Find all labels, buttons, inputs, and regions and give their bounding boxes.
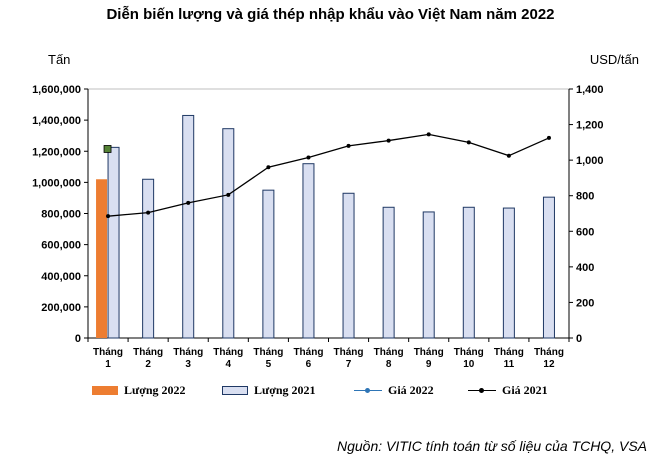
legend-item-gia-2022: Giá 2022 bbox=[354, 383, 434, 398]
legend-swatch-luong-2022 bbox=[92, 386, 118, 395]
line-gia-2021 bbox=[107, 133, 550, 217]
left-axis-tick-label: 1,600,000 bbox=[32, 84, 81, 96]
right-axis-tick-label: 400 bbox=[576, 262, 594, 274]
x-axis-tick-label: 3 bbox=[185, 359, 191, 370]
left-axis-tick-label: 1,400,000 bbox=[32, 115, 81, 127]
right-axis-tick-label: 800 bbox=[576, 191, 594, 203]
chart-title: Diễn biến lượng và giá thép nhập khẩu và… bbox=[106, 6, 555, 23]
x-axis-tick-label: Tháng bbox=[293, 347, 323, 358]
right-axis-tick-label: 600 bbox=[576, 226, 594, 238]
x-axis-tick-label: Tháng bbox=[334, 347, 364, 358]
legend-swatch-luong-2021 bbox=[222, 386, 248, 395]
point-gia-2021 bbox=[186, 200, 191, 205]
point-gia-2021 bbox=[506, 153, 511, 158]
x-axis-tick-label: Tháng bbox=[253, 347, 283, 358]
legend-label-gia-2021: Giá 2021 bbox=[502, 383, 548, 397]
x-axis-tick-label: Tháng bbox=[414, 347, 444, 358]
legend-line-gia-2021 bbox=[468, 386, 496, 396]
right-axis-tick-label: 0 bbox=[576, 333, 582, 345]
left-axis-unit: Tấn bbox=[48, 52, 71, 67]
legend-label-luong-2022: Lượng 2022 bbox=[124, 383, 186, 397]
source-note: Nguồn: VITIC tính toán từ số liệu của TC… bbox=[336, 438, 647, 454]
x-axis-tick-label: Tháng bbox=[374, 347, 404, 358]
x-axis-tick-label: 9 bbox=[426, 359, 432, 370]
legend-item-luong-2022: Lượng 2022 bbox=[92, 383, 186, 398]
x-axis-tick-label: Tháng bbox=[494, 347, 524, 358]
bar-luong-2021 bbox=[542, 196, 555, 339]
bar-luong-2021 bbox=[222, 128, 235, 339]
x-axis-tick-label: 7 bbox=[346, 359, 352, 370]
right-axis-tick-label: 1,000 bbox=[576, 155, 604, 167]
plot-area bbox=[87, 88, 570, 339]
right-axis-tick-label: 1,200 bbox=[576, 120, 604, 132]
x-axis-tick-label: 11 bbox=[504, 359, 515, 370]
bar-luong-2021 bbox=[142, 178, 155, 339]
x-axis-tick-label: 5 bbox=[266, 359, 272, 370]
point-gia-2021 bbox=[546, 135, 551, 140]
x-axis-tick-label: Tháng bbox=[133, 347, 163, 358]
legend-item-gia-2021: Giá 2021 bbox=[468, 383, 548, 398]
left-axis-tick-label: 200,000 bbox=[41, 302, 81, 314]
legend-line-gia-2022 bbox=[354, 386, 382, 396]
bar-luong-2022 bbox=[96, 179, 108, 338]
right-axis-tick-label: 200 bbox=[576, 297, 594, 309]
left-axis-tick-label: 800,000 bbox=[41, 209, 81, 221]
bar-luong-2021 bbox=[107, 146, 120, 339]
left-axis-tick-label: 0 bbox=[75, 333, 81, 345]
x-axis-tick-label: 12 bbox=[543, 359, 555, 370]
bar-luong-2021 bbox=[342, 192, 355, 339]
bar-luong-2021 bbox=[462, 206, 475, 339]
point-gia-2021 bbox=[466, 140, 471, 145]
point-gia-2021 bbox=[106, 214, 111, 219]
bar-luong-2021 bbox=[302, 163, 315, 339]
point-gia-2021 bbox=[306, 155, 311, 160]
x-axis-tick-label: 1 bbox=[105, 359, 111, 370]
x-axis-tick-label: Tháng bbox=[213, 347, 243, 358]
bar-luong-2021 bbox=[182, 114, 195, 339]
legend-label-gia-2022: Giá 2022 bbox=[388, 383, 434, 397]
legend: Lượng 2022 Lượng 2021 Giá 2022 Giá 2021 bbox=[92, 383, 612, 401]
point-gia-2021 bbox=[146, 210, 151, 215]
left-axis-tick-label: 1,000,000 bbox=[32, 177, 81, 189]
legend-item-luong-2021: Lượng 2021 bbox=[222, 383, 316, 398]
x-axis-tick-label: 10 bbox=[463, 359, 475, 370]
right-axis-tick-label: 1,400 bbox=[576, 84, 604, 96]
point-gia-2021 bbox=[226, 192, 231, 197]
x-axis-tick-label: Tháng bbox=[173, 347, 203, 358]
left-axis-tick-label: 1,200,000 bbox=[32, 146, 81, 158]
point-gia-2022 bbox=[103, 145, 112, 153]
left-axis-tick-label: 400,000 bbox=[41, 271, 81, 283]
x-axis-tick-label: Tháng bbox=[534, 347, 564, 358]
point-gia-2021 bbox=[266, 165, 271, 170]
bar-luong-2021 bbox=[262, 189, 275, 339]
bar-luong-2021 bbox=[422, 211, 435, 339]
x-axis-tick-label: 2 bbox=[145, 359, 151, 370]
right-axis-unit: USD/tấn bbox=[589, 52, 639, 67]
x-axis-tick-label: Tháng bbox=[93, 347, 123, 358]
bar-luong-2021 bbox=[382, 206, 395, 339]
x-axis-tick-label: 4 bbox=[226, 359, 232, 370]
x-axis-tick-label: 8 bbox=[386, 359, 392, 370]
point-gia-2021 bbox=[386, 138, 391, 143]
legend-label-luong-2021: Lượng 2021 bbox=[254, 383, 316, 397]
left-axis-tick-label: 600,000 bbox=[41, 240, 81, 252]
point-gia-2021 bbox=[346, 143, 351, 148]
x-axis-tick-label: 6 bbox=[306, 359, 312, 370]
x-axis-tick-label: Tháng bbox=[454, 347, 484, 358]
bar-luong-2021 bbox=[502, 207, 515, 339]
point-gia-2021 bbox=[426, 132, 431, 137]
